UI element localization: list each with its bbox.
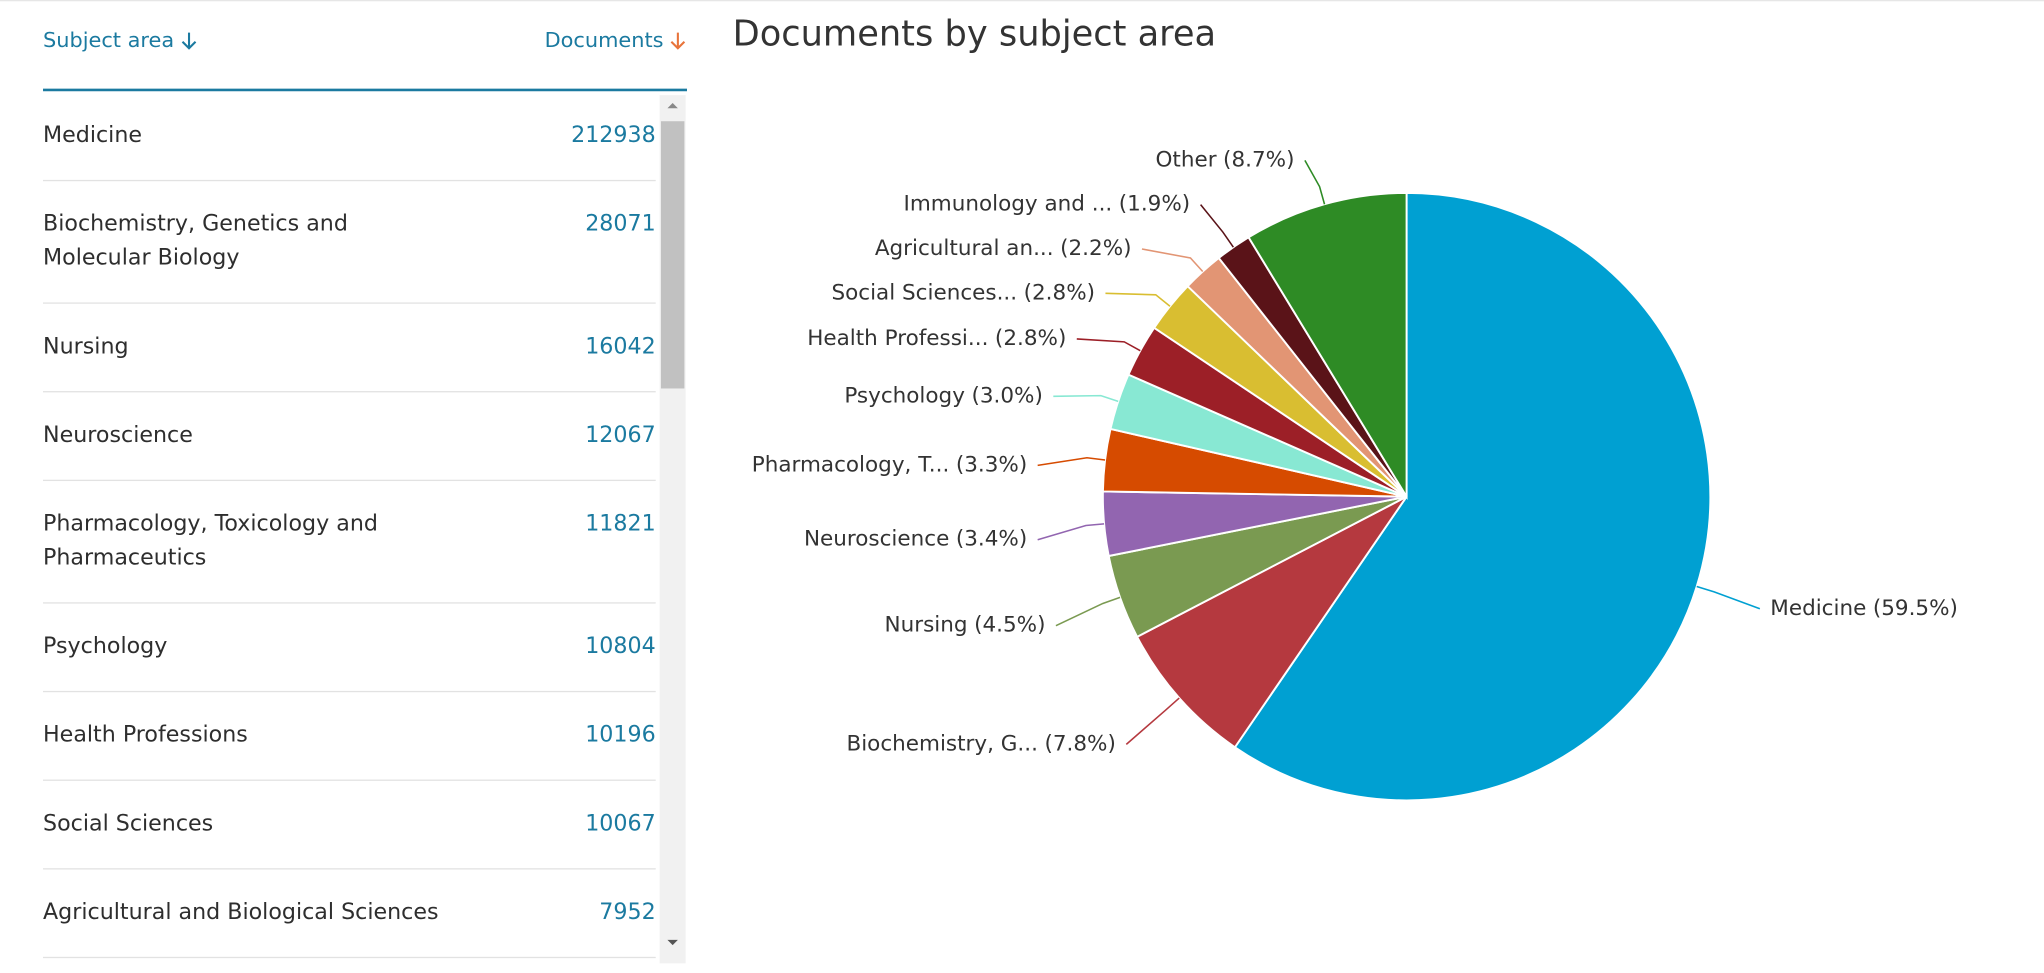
leader-line [1141, 248, 1204, 273]
slice-value: (2.2%) [1060, 236, 1131, 261]
table-row: Psychology 10804 [43, 604, 656, 693]
leader-line [1037, 523, 1105, 541]
slice-name: Medicine [1770, 596, 1866, 621]
slice-label: Social Sciences... (2.8%) [831, 280, 1095, 305]
slice-label: Health Professi... (2.8%) [807, 326, 1066, 351]
table-row: Medicine 212938 [43, 93, 656, 182]
pie-slice [1247, 191, 1408, 501]
scrollbar-thumb[interactable] [660, 121, 685, 389]
document-count: 12067 [585, 422, 656, 449]
sort-header[interactable]: Documents [545, 27, 687, 52]
slice-name: Other [1156, 147, 1217, 172]
table-row: Neuroscience 12067 [43, 392, 656, 482]
table-row: Agricultural and Biological Sciences 7952 [43, 870, 656, 959]
subject-name: Biochemistry, Genetics and Molecular Bio… [43, 211, 348, 272]
subject-name: Social Sciences [43, 810, 214, 837]
leader-line [1037, 456, 1106, 467]
slice-label: Agricultural an... (2.2%) [875, 236, 1132, 261]
subject-name: Pharmacology, Toxicology and Pharmaceuti… [43, 511, 378, 571]
slice-value: (3.3%) [956, 452, 1027, 477]
slice-name: Health Professi... [807, 326, 988, 351]
table-row: Health Professions 10196 [43, 692, 656, 781]
table-row: Nursing 16042 [43, 304, 656, 393]
chart-title: Documents by subject area [732, 14, 1217, 55]
slice-value: (3.0%) [971, 383, 1042, 408]
table-body: Medicine 212938 Biochemistry, Genetics and… [43, 93, 656, 959]
subject-name: Health Professions [43, 722, 248, 749]
slice-label: Nursing (4.5%) [885, 613, 1046, 638]
slice-value: (3.4%) [956, 527, 1027, 552]
slice-value: (59.5%) [1873, 596, 1958, 621]
slice-label: Medicine (59.5%) [1770, 596, 1958, 621]
table-row: Social Sciences 10067 [43, 781, 656, 870]
document-count: 28071 [585, 211, 656, 238]
sort-arrow [181, 31, 196, 50]
subject-name: Agricultural and Biological Sciences [43, 899, 439, 926]
pie-slice [1135, 495, 1408, 749]
slice-name: Nursing [885, 613, 968, 638]
slice-label: Neuroscience (3.4%) [804, 527, 1027, 552]
document-count: 7952 [599, 899, 656, 926]
leader-line [1696, 585, 1761, 610]
slice-name: Biochemistry, G... [846, 731, 1037, 756]
header-label: Documents [544, 27, 664, 53]
document-count: 10804 [585, 633, 656, 660]
leader-line [1304, 159, 1326, 205]
leader-line [1053, 394, 1119, 403]
scroll-up[interactable] [660, 98, 686, 114]
slice-name: Agricultural an... [875, 236, 1054, 261]
slice-label: Pharmacology, T... (3.3%) [752, 452, 1028, 477]
slice-value: (2.8%) [1024, 280, 1095, 305]
subject-name: Psychology [43, 633, 168, 660]
slice-name: Immunology and ... [903, 192, 1112, 217]
slice-value: (1.9%) [1119, 192, 1190, 217]
slice-label: Biochemistry, G... (7.8%) [846, 731, 1115, 756]
subject-name: Neuroscience [43, 422, 193, 449]
subject-name: Nursing [43, 333, 129, 360]
leader-line [1105, 292, 1171, 307]
sort-arrow [670, 31, 686, 50]
header-rule [43, 88, 687, 92]
chart: Medicine (59.5%) Biochemistry, G... (7.8%) N… [752, 147, 1958, 802]
slice-value: (7.8%) [1044, 731, 1115, 756]
slice-value: (4.5%) [974, 613, 1045, 638]
document-count: 10196 [585, 722, 656, 749]
document-count: 10067 [585, 810, 656, 837]
slice-label: Immunology and ... (1.9%) [903, 192, 1190, 217]
table-row: Biochemistry, Genetics and Molecular Bio… [43, 181, 656, 304]
slice-value: (2.8%) [995, 326, 1066, 351]
slice-name: Pharmacology, T... [752, 452, 950, 477]
leader-line [1055, 596, 1121, 627]
table-row: Pharmacology, Toxicology and Pharmaceuti… [43, 481, 656, 604]
subject-name: Medicine [43, 122, 143, 149]
slice-name: Psychology [844, 383, 965, 408]
slice-label: Other (8.7%) [1156, 147, 1295, 172]
slice-name: Social Sciences... [831, 280, 1017, 305]
pie-slice [1233, 191, 1712, 802]
slice-value: (8.7%) [1223, 147, 1294, 172]
document-count: 16042 [585, 333, 656, 360]
leader-line [1125, 697, 1180, 745]
leader-line [1076, 338, 1141, 352]
sort-header[interactable]: Subject area [43, 27, 198, 52]
table-panel: Subject area Documents Medicine 212938 Bio… [43, 1, 687, 972]
slice-name: Neuroscience [804, 527, 949, 552]
leader-line [1200, 204, 1234, 248]
slice-label: Psychology (3.0%) [844, 383, 1043, 408]
scroll-down[interactable] [660, 935, 686, 951]
document-count: 212938 [571, 122, 656, 149]
header-label: Subject area [43, 27, 175, 53]
document-count: 11821 [585, 511, 656, 538]
